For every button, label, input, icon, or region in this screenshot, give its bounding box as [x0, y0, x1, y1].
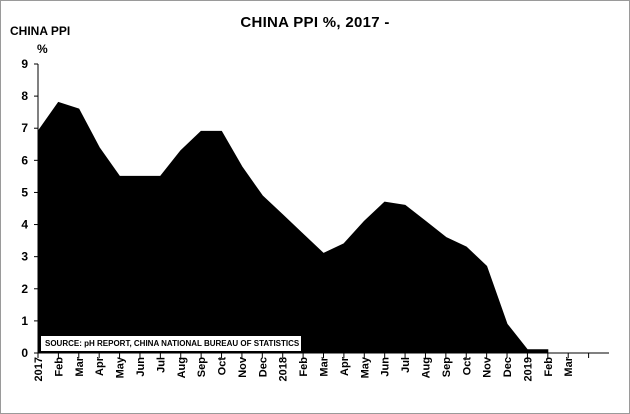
y-tick-label: 9: [21, 57, 28, 71]
y-tick-label: 5: [21, 185, 28, 199]
x-tick-label: Oct: [461, 357, 473, 376]
x-tick-label: Aug: [420, 357, 432, 378]
x-tick-label: Aug: [176, 357, 188, 378]
y-tick-layer: 0 1 2 3 4 5 6 7 8 9: [21, 57, 38, 360]
y-tick-label: 7: [21, 121, 28, 135]
x-tick-label: Apr: [339, 356, 351, 376]
x-tick-label: Feb: [298, 357, 310, 377]
x-tick-label: 2017: [33, 357, 45, 381]
x-tick-label: Jul: [400, 357, 412, 373]
chart-title: CHINA PPI %, 2017 -: [240, 14, 390, 31]
x-tick-label: Sep: [441, 357, 453, 377]
x-tick-label: Dec: [257, 357, 269, 377]
x-tick-label: Jun: [135, 357, 147, 377]
y-tick-label: 4: [21, 218, 28, 232]
x-tick-label: 2018: [278, 357, 290, 381]
x-tick-layer: 2017 Feb Mar Apr May Jun Jul Aug Sep Oct Nov Dec 201…: [33, 353, 590, 381]
x-tick-label: Feb: [53, 357, 65, 377]
x-tick-label: Mar: [563, 356, 575, 376]
x-tick-label: Dec: [502, 357, 514, 377]
x-tick-label: Feb: [543, 357, 555, 377]
x-tick-label: Nov: [237, 356, 249, 378]
ppi-area: [37, 101, 549, 354]
x-tick-label: 2019: [522, 357, 534, 381]
y-axis-unit: %: [37, 42, 48, 56]
y-tick-label: 1: [21, 314, 28, 328]
x-tick-label: Apr: [94, 356, 106, 376]
y-tick-label: 6: [21, 153, 28, 167]
y-tick-label: 3: [21, 250, 28, 264]
x-tick-label: Jun: [380, 357, 392, 377]
x-tick-label: Nov: [482, 356, 494, 378]
source-note: SOURCE: pH REPORT, CHINA NATIONAL BUREAU…: [40, 335, 302, 352]
x-tick-label: Mar: [74, 356, 86, 376]
y-tick-label: 0: [21, 346, 28, 360]
y-tick-label: 8: [21, 89, 28, 103]
x-tick-label: Oct: [217, 357, 229, 376]
y-tick-label: 2: [21, 282, 28, 296]
y-axis-title: CHINA PPI: [10, 24, 71, 38]
x-tick-label: Mar: [319, 356, 331, 376]
area-layer: [37, 101, 549, 354]
x-tick-label: May: [359, 356, 371, 378]
x-tick-label: May: [115, 356, 127, 378]
x-tick-label: Sep: [196, 357, 208, 377]
x-tick-label: Jul: [155, 357, 167, 373]
